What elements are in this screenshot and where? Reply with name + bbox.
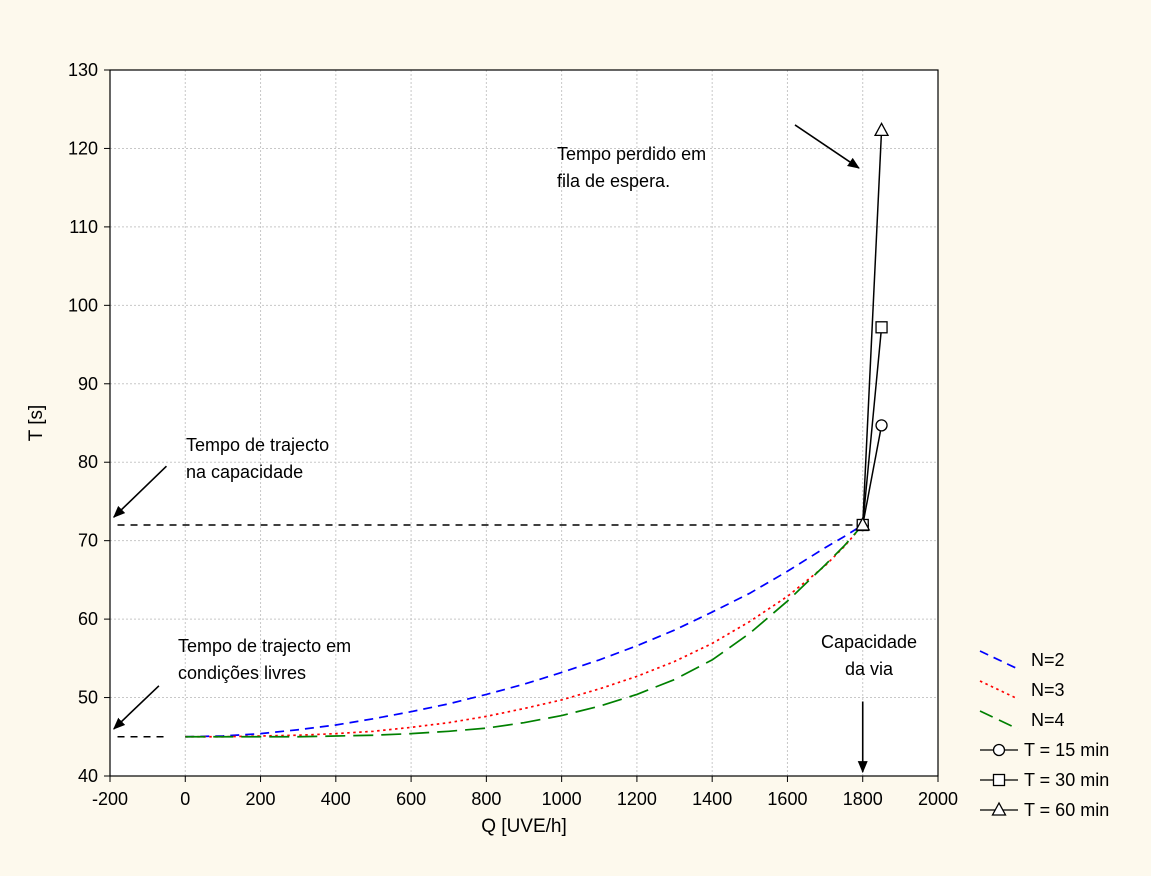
x-tick-label: 800 [471, 789, 501, 809]
annotation-text: Tempo de trajecto em [178, 636, 351, 656]
legend-label: T = 15 min [1024, 740, 1109, 760]
y-tick-label: 110 [69, 217, 98, 237]
x-tick-label: 1600 [767, 789, 807, 809]
annotation-arrow [113, 685, 160, 730]
x-tick-label: 1200 [617, 789, 657, 809]
annotation-text: da via [845, 659, 894, 679]
data-point-circle [875, 419, 888, 432]
legend-item: N=4 [979, 710, 1065, 730]
series-line-4 [861, 425, 883, 526]
x-axis-title: Q [UVE/h] [481, 816, 567, 837]
legend-item: N=2 [979, 650, 1065, 670]
annotation-arrow [113, 465, 168, 518]
legend-label: T = 60 min [1024, 800, 1109, 820]
x-tick-label: 400 [321, 789, 351, 809]
y-tick-label: 70 [78, 531, 98, 551]
legend: N=2 N=3 N=4 T = 15 min T = 30 min T = 60 min [979, 650, 1109, 820]
series-line-6 [861, 130, 883, 526]
plot-frame [109, 69, 939, 777]
y-tick-label: 90 [78, 374, 98, 394]
annotation-text: condições livres [178, 663, 306, 683]
legend-label: N=3 [1031, 680, 1065, 700]
x-tick-label: 1800 [843, 789, 883, 809]
legend-item: N=3 [979, 680, 1065, 700]
annotation-text: Tempo perdido em [557, 144, 706, 164]
y-tick-label: 80 [78, 452, 98, 472]
x-tick-label: 0 [180, 789, 190, 809]
data-point-square [875, 321, 888, 334]
x-tick-label: 1000 [542, 789, 582, 809]
x-tick-label: 600 [396, 789, 426, 809]
y-tick-label: 130 [68, 60, 98, 80]
y-tick-label: 120 [68, 138, 98, 158]
x-tick-label: -200 [92, 789, 128, 809]
x-tick-label: 2000 [918, 789, 958, 809]
legend-marker-circle [992, 743, 1006, 757]
data-point-triangle [855, 516, 871, 531]
annotation-text: Capacidade [821, 632, 917, 652]
legend-label: N=4 [1031, 710, 1065, 730]
y-tick-label: 100 [68, 295, 98, 315]
plot-area [110, 70, 938, 776]
series-line-3 [185, 524, 864, 738]
reference-lines [117, 524, 856, 738]
series-layer [185, 122, 890, 738]
series-line-5 [861, 327, 883, 526]
legend-item: T = 15 min [980, 740, 1109, 760]
y-tick-label: 60 [78, 609, 98, 629]
ticks: -200 0 200 400 600 800 1000 1200 1400 1600 1800 200… [68, 60, 958, 809]
legend-swatch [979, 710, 1019, 730]
legend-marker-square [992, 773, 1006, 787]
y-tick-label: 40 [78, 766, 98, 786]
x-tick-label: 200 [246, 789, 276, 809]
legend-label: N=2 [1031, 650, 1065, 670]
y-axis-title: T [s] [26, 405, 47, 442]
legend-swatch [979, 650, 1019, 670]
x-tick-label: 1400 [692, 789, 732, 809]
annotation-text: fila de espera. [557, 171, 670, 191]
y-tick-label: 50 [78, 688, 98, 708]
legend-label: T = 30 min [1024, 770, 1109, 790]
annotations: Tempo perdido em fila de espera. Tempo de … [113, 124, 917, 774]
annotation-arrow [794, 124, 860, 169]
legend-item: T = 60 min [980, 800, 1109, 820]
series-line-1 [185, 524, 864, 738]
legend-marker-triangle [991, 801, 1007, 816]
annotation-text: Tempo de trajecto [186, 435, 329, 455]
data-point-triangle [873, 122, 890, 137]
legend-swatch [979, 680, 1019, 700]
annotation-text: na capacidade [186, 462, 303, 482]
legend-item: T = 30 min [980, 770, 1109, 790]
